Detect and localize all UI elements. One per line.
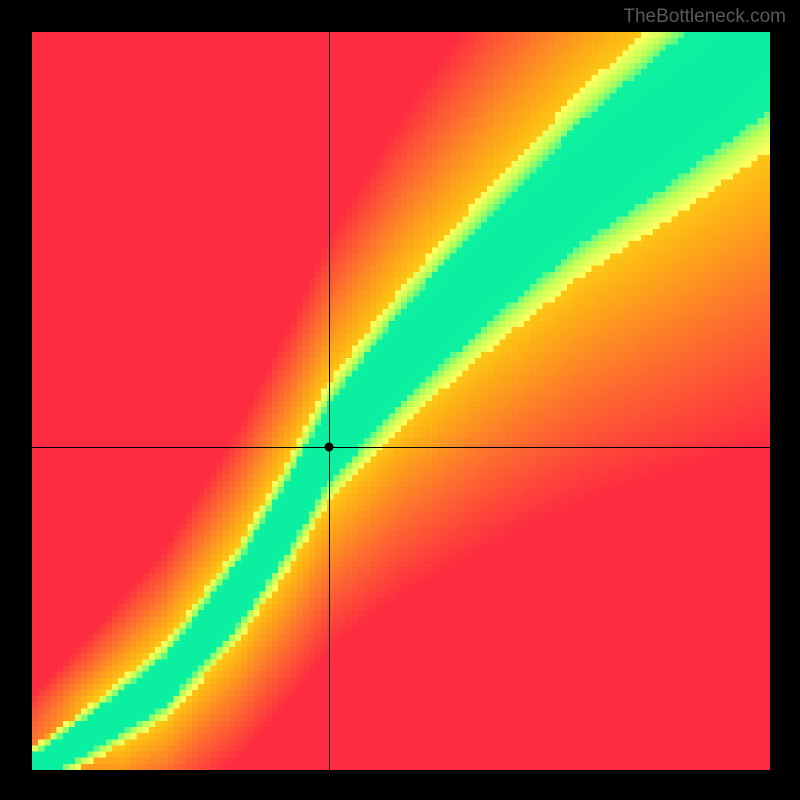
selection-marker[interactable] — [324, 442, 333, 451]
watermark-text: TheBottleneck.com — [623, 6, 786, 28]
heatmap-plot — [32, 32, 770, 770]
crosshair-vertical — [329, 32, 330, 770]
heatmap-canvas — [32, 32, 770, 770]
crosshair-horizontal — [32, 447, 770, 448]
